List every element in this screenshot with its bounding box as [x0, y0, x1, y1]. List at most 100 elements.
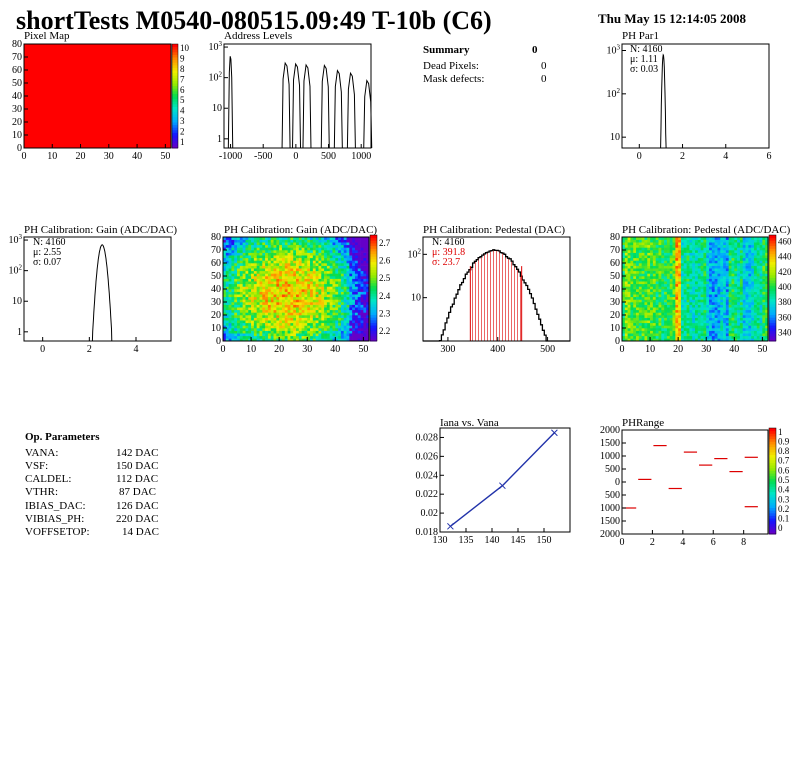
pedestal-map-cell [666, 302, 671, 305]
gain-map-cell [273, 330, 277, 334]
gain-map-cell [332, 244, 336, 248]
pedestal-map-cell [624, 289, 628, 292]
pedestal-map-cell [669, 268, 673, 272]
pedestal-map-cell [751, 299, 755, 303]
gain-map-cell [253, 265, 257, 269]
pedestal-map-cell [652, 281, 656, 285]
gain-map-cell [231, 299, 235, 303]
pedestal-map-cell [675, 265, 679, 269]
pedestal-map-cell [636, 237, 640, 240]
gain-map-cell [284, 265, 288, 269]
pedestal-map-cell [641, 296, 645, 300]
gain-map-cell [349, 268, 353, 272]
pedestal-map-cell [697, 281, 701, 285]
gain-map-cell [293, 286, 297, 290]
gain-map-cell [326, 307, 330, 311]
pedestal-map-cell [725, 250, 729, 253]
gain-map-cell [284, 276, 288, 279]
pedestal-map-cell [655, 237, 659, 240]
gain-map-cell [223, 322, 227, 326]
pixel-map-colorbar-segment [172, 111, 178, 115]
pedestal-map-cell [666, 309, 671, 313]
ph-pedestal-map-colorbar-segment [769, 306, 776, 310]
pedestal-map-cell [624, 273, 628, 277]
gain-map-cell [248, 296, 252, 300]
pedestal-map-cell [636, 333, 640, 337]
pedestal-map-cell [627, 307, 631, 311]
gain-map-cell [310, 281, 314, 285]
gain-map-cell [253, 325, 257, 329]
pedestal-map-cell [725, 338, 729, 342]
gain-map-cell [276, 296, 280, 300]
pedestal-map-cell [633, 268, 637, 272]
gain-map-cell [248, 304, 252, 308]
gain-map-cell [265, 260, 269, 264]
gain-map-cell [262, 286, 266, 290]
pedestal-map-cell [689, 330, 693, 334]
pedestal-map-cell [756, 252, 760, 256]
pedestal-map-cell [678, 328, 682, 331]
pedestal-map-cell [661, 283, 665, 287]
gain-map-cell [326, 260, 330, 264]
pedestal-map-cell [762, 250, 766, 253]
pedestal-map-cell [703, 299, 707, 303]
pedestal-map-cell [666, 281, 671, 285]
x-tick-label: 130 [433, 535, 448, 546]
pedestal-map-cell [633, 312, 637, 316]
pedestal-map-cell [680, 237, 685, 240]
gain-map-cell [231, 335, 235, 339]
pedestal-map-cell [658, 328, 662, 331]
pedestal-map-cell [709, 286, 713, 290]
gain-map-cell [307, 315, 311, 318]
gain-map-cell [329, 281, 333, 285]
gain-map-cell [259, 315, 263, 318]
pedestal-map-cell [644, 283, 648, 287]
gain-map-cell [267, 255, 272, 259]
gain-map-cell [304, 304, 308, 308]
gain-map-cell [276, 270, 280, 274]
gain-map-cell [234, 242, 238, 246]
gain-map-cell [315, 260, 319, 264]
pedestal-map-cell [666, 312, 671, 316]
gain-map-cell [343, 325, 347, 329]
pedestal-map-cell [624, 252, 628, 256]
pedestal-map-cell [641, 286, 645, 290]
pedestal-map-cell [700, 250, 704, 253]
pedestal-map-cell [737, 304, 741, 308]
pedestal-map-cell [666, 322, 671, 326]
pedestal-map-cell [717, 257, 721, 261]
gain-map-cell [228, 252, 232, 256]
pedestal-map-cell [759, 270, 763, 274]
gain-map-cell [279, 278, 283, 282]
gain-map-cell [256, 286, 260, 290]
gain-map-cell [228, 302, 232, 305]
gain-map-cell [223, 263, 227, 266]
gain-map-cell [239, 263, 243, 266]
gain-map-cell [279, 237, 283, 240]
gain-map-cell [357, 242, 361, 246]
gain-map-cell [270, 320, 274, 324]
pedestal-map-cell [678, 252, 682, 256]
pedestal-map-cell [695, 289, 699, 292]
pedestal-map-cell [636, 257, 640, 261]
pedestal-map-cell [723, 294, 727, 298]
gain-map-cell [352, 291, 356, 295]
pedestal-map-cell [759, 260, 763, 264]
pedestal-map-cell [703, 242, 707, 246]
pedestal-map-cell [666, 320, 671, 324]
gain-map-cell [237, 317, 241, 321]
pedestal-map-cell [678, 281, 682, 285]
pedestal-map-cell [627, 333, 631, 337]
pedestal-map-cell [636, 242, 640, 246]
pedestal-map-cell [652, 299, 656, 303]
gain-map-cell [265, 317, 269, 321]
gain-map-cell [276, 242, 280, 246]
summary-dead-pixels-label: Dead Pixels: [423, 60, 479, 72]
pedestal-map-cell [683, 335, 687, 339]
pedestal-map-cell [748, 315, 752, 318]
pedestal-map-cell [717, 312, 721, 316]
pedestal-map-cell [672, 278, 676, 282]
phrange-colorbar-label: 0.1 [778, 514, 789, 524]
pedestal-map-cell [636, 244, 640, 248]
pedestal-map-cell [717, 281, 721, 285]
